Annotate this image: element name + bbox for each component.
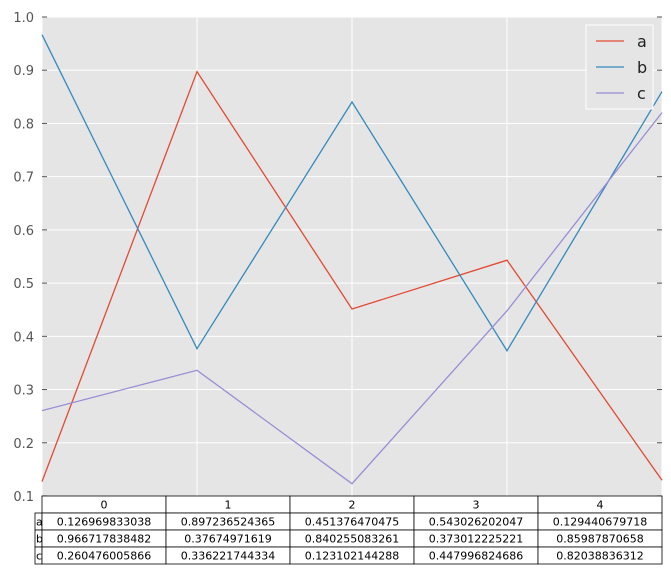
grid bbox=[41, 16, 663, 497]
table-cell-value: 0.129440679718 bbox=[553, 516, 647, 529]
table-column-header: 4 bbox=[597, 499, 604, 512]
table-cell-value: 0.447996824686 bbox=[429, 550, 523, 563]
table-row-label: b bbox=[36, 533, 43, 546]
table-cell-value: 0.336221744334 bbox=[181, 550, 275, 563]
table-cell-value: 0.123102144288 bbox=[305, 550, 399, 563]
table-cell-value: 0.451376470475 bbox=[305, 516, 399, 529]
y-tick-label: 0.1 bbox=[13, 490, 34, 505]
table-cell bbox=[537, 546, 663, 565]
y-tick-label: 0.5 bbox=[13, 277, 34, 292]
legend-label-b: b bbox=[637, 58, 647, 77]
y-tick-label: 1.0 bbox=[13, 11, 34, 26]
y-tick-label: 0.6 bbox=[13, 224, 34, 239]
y-tick-label: 0.9 bbox=[13, 64, 34, 79]
legend-label-c: c bbox=[637, 84, 646, 103]
table-column-header: 0 bbox=[101, 499, 108, 512]
table-column-header: 1 bbox=[225, 499, 232, 512]
legend-label-a: a bbox=[637, 32, 647, 51]
series-line-b bbox=[41, 34, 663, 352]
table-cell-value: 0.373012225221 bbox=[429, 533, 523, 546]
table-cell-value: 0.85987870658 bbox=[556, 533, 643, 546]
table-column-header: 2 bbox=[349, 499, 356, 512]
series-line-a bbox=[41, 70, 663, 482]
y-axis: 0.1 0.2 0.3 0.4 0.5 0.6 0.7 0.8 0.9 1.0 bbox=[13, 11, 662, 505]
y-tick-label: 0.3 bbox=[13, 384, 34, 399]
data-table: 0 1 2 3 4 a 0.126969833038 0.897236524365 0.4513… bbox=[34, 495, 663, 565]
table-cell-value: 0.260476005866 bbox=[57, 550, 151, 563]
y-tick-label: 0.2 bbox=[13, 437, 34, 452]
table-cell-value: 0.897236524365 bbox=[181, 516, 275, 529]
table-column-header: 3 bbox=[473, 499, 480, 512]
table-cell-value: 0.82038836312 bbox=[556, 550, 643, 563]
series-line-c bbox=[41, 112, 663, 485]
y-tick-label: 0.7 bbox=[13, 171, 34, 186]
legend: abc bbox=[585, 24, 654, 110]
table-cell-value: 0.543026202047 bbox=[429, 516, 523, 529]
series-lines bbox=[41, 34, 663, 485]
table-cell-value: 0.37674971619 bbox=[184, 533, 271, 546]
table-row-label: c bbox=[36, 550, 42, 563]
y-tick-label: 0.4 bbox=[13, 330, 34, 345]
y-tick-label: 0.8 bbox=[13, 117, 34, 132]
table-cell-value: 0.126969833038 bbox=[57, 516, 151, 529]
table-cell-value: 0.966717838482 bbox=[57, 533, 151, 546]
table-cell-value: 0.840255083261 bbox=[305, 533, 399, 546]
table-row-label: a bbox=[36, 516, 43, 529]
